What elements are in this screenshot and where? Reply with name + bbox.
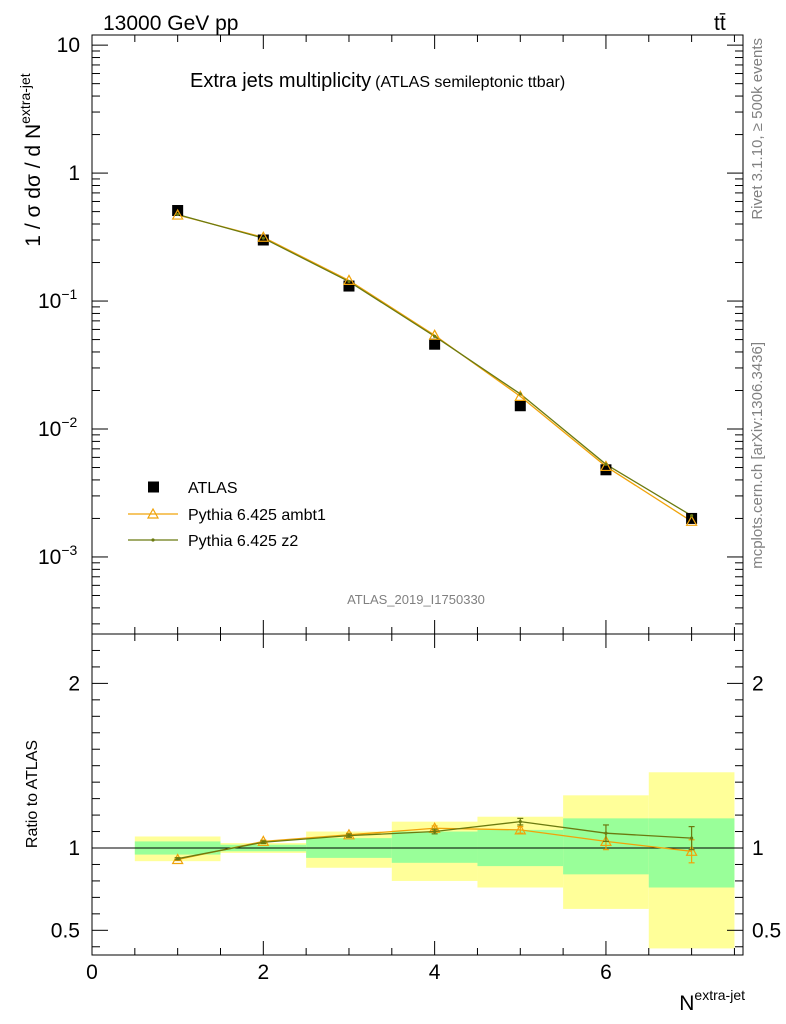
z2-ratio-point [347, 834, 351, 838]
ratio-y-tick-label-right: 1 [752, 837, 764, 860]
x-axis-title: Nextra-jet [679, 987, 745, 1015]
z2-ratio-point [690, 836, 694, 840]
ambt1-data-point [171, 208, 184, 220]
ambt1-ratio-point [514, 823, 527, 835]
ratio-y-axis-label: Ratio to ATLAS [24, 740, 41, 848]
ambt1-data-point [257, 231, 270, 242]
atlas-data-point [514, 400, 526, 412]
main-y-tick-exponent: −3 [61, 542, 77, 558]
z2-data-point [347, 279, 351, 284]
mcplots-label: mcplots.cern.ch [arXiv:1306.3436] [749, 342, 766, 569]
z2-data-point [433, 334, 437, 338]
legend-ambt1-label: Pythia 6.425 ambt1 [188, 507, 326, 524]
ambt1-data-point [342, 274, 355, 285]
x-tick-label: 4 [429, 961, 441, 984]
energy-label: 13000 GeV pp [103, 12, 238, 35]
ambt1-ratio-point [171, 853, 184, 865]
legend: ATLAS Pythia 6.425 ambt1 Pythia 6.425 z2 [128, 480, 326, 550]
ambt1-data-point [428, 329, 441, 340]
ratio-y-tick-label-right: 2 [752, 672, 764, 695]
ambt1-series-line [177, 214, 692, 522]
main-y-tick-label: 10 [57, 34, 80, 57]
atlas-data-point [343, 280, 355, 292]
atlas-data-point [686, 512, 698, 524]
main-y-axis-label: 1 / σ dσ / d Nextra-jet [17, 73, 45, 246]
ambt1-data-point [599, 460, 612, 472]
x-axis-title-superscript: extra-jet [694, 987, 745, 1003]
legend-atlas-marker [148, 481, 159, 493]
x-tick-label: 2 [257, 961, 269, 984]
legend-ambt1-marker [146, 507, 160, 519]
ambt1-data-point [685, 515, 698, 526]
legend-z2-label: Pythia 6.425 z2 [188, 533, 298, 550]
x-tick-label: 0 [86, 961, 98, 984]
analysis-watermark: ATLAS_2019_I1750330 [347, 592, 485, 607]
main-y-axis-title-superscript: extra-jet [17, 73, 33, 124]
process-label: tt̄ [714, 12, 726, 35]
z2-ratio-point [518, 820, 522, 824]
ratio-y-tick-label-right: 0.5 [752, 919, 781, 942]
main-panel: Extra jets multiplicity (ATLAS semilepto… [17, 34, 744, 635]
z2-data-point [261, 236, 265, 240]
ambt1-ratio-point [685, 845, 698, 856]
z2-ratio-point [433, 829, 437, 834]
x-tick-label: 6 [600, 961, 612, 984]
z2-series-line [177, 213, 692, 517]
main-y-tick-label: 10−2 [38, 414, 78, 441]
z2-data-point [604, 462, 608, 466]
uncertainty-band-stat [391, 831, 478, 863]
main-y-tick-label: 10−3 [38, 542, 78, 569]
atlas-data-point [600, 464, 612, 476]
legend-atlas-label: ATLAS [188, 480, 238, 497]
z2-ratio-point [261, 840, 265, 844]
z2-data-point [176, 212, 180, 217]
atlas-data-point [257, 234, 269, 246]
main-y-tick-exponent: −1 [61, 286, 77, 302]
ratio-y-tick-label: 0.5 [51, 919, 80, 942]
main-y-tick-label: 1 [68, 162, 80, 185]
z2-ratio-point [604, 831, 608, 835]
ratio-panel: 0 2 4 6 0.5 0.5 1 1 2 2 Ratio to ATLAS Nextra-jet [24, 633, 781, 1015]
legend-z2-marker [151, 538, 155, 542]
z2-data-point [690, 514, 694, 518]
chart-subtitle: (ATLAS semileptonic ttbar) [375, 74, 565, 91]
ratio-y-tick-label: 2 [68, 672, 80, 695]
ratio-y-tick-label: 1 [68, 837, 80, 860]
x-axis-label: Nextra-jet [679, 987, 745, 1015]
z2-ratio-point [176, 857, 180, 861]
main-y-tick-label: 10−1 [38, 286, 78, 313]
ambt1-data-point [514, 390, 527, 401]
z2-data-point [518, 392, 522, 396]
rivet-version-label: Rivet 3.1.10, ≥ 500k events [749, 38, 766, 220]
main-y-tick-exponent: −2 [61, 414, 77, 430]
atlas-data-point [429, 338, 441, 350]
chart-title: Extra jets multiplicity [190, 70, 371, 92]
main-y-axis-title: 1 / σ dσ / d Nextra-jet [17, 73, 45, 246]
ratio-frame [91, 633, 744, 956]
